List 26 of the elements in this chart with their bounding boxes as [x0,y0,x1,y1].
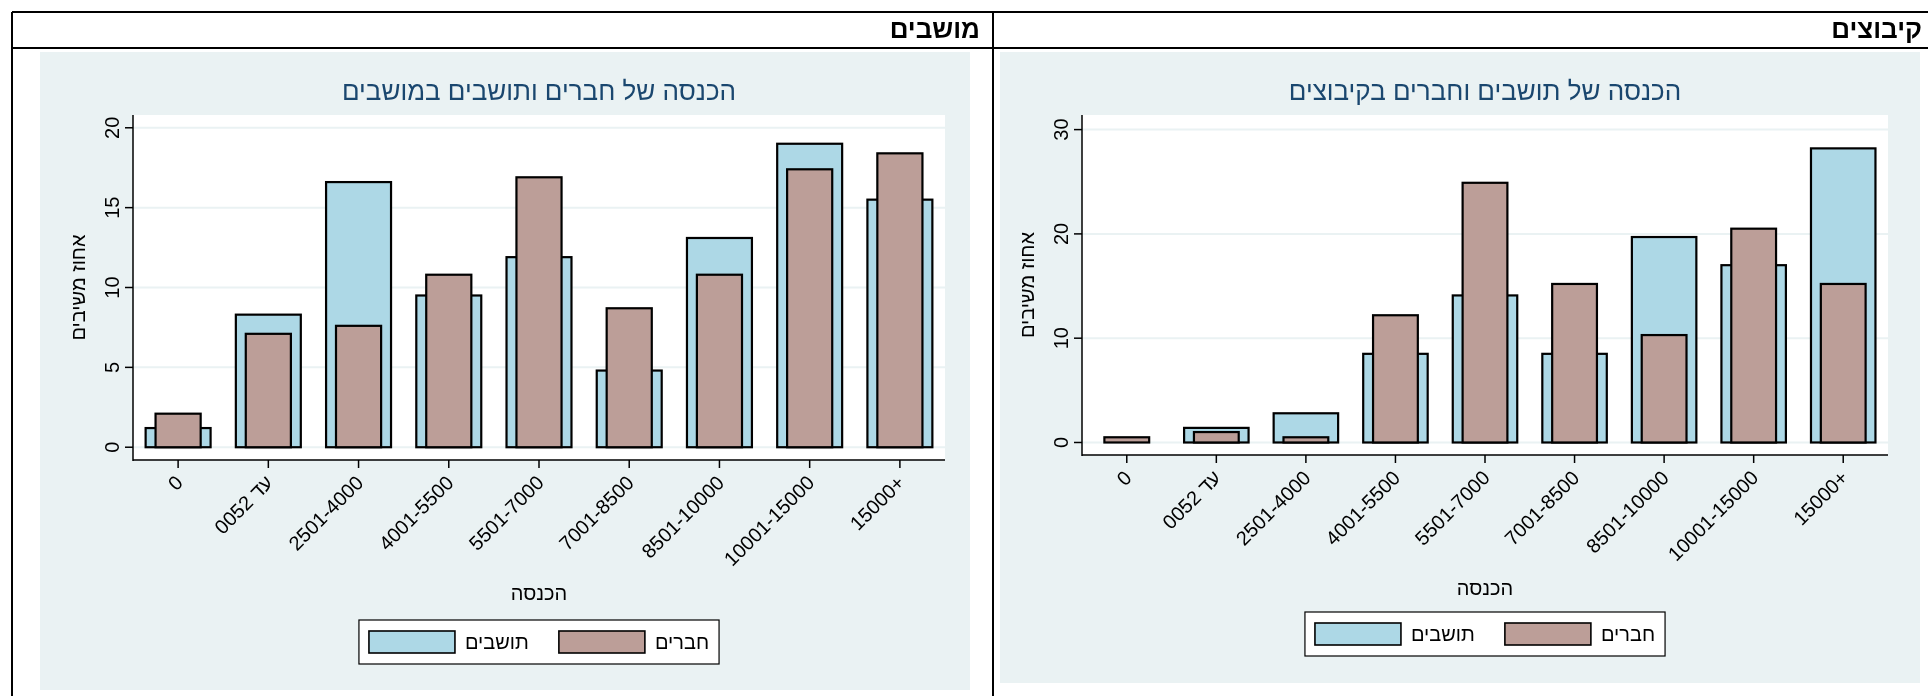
x-axis-title: הכנסה [1456,577,1514,599]
x-tick-label: עד 0052 [1158,466,1226,534]
legend-label: תושבים [464,631,529,653]
chart-subtitle: הכנסה של תושבים וחברים בקיבוצים [1288,76,1682,106]
y-tick-label: 10 [1050,327,1072,350]
bar [1103,436,1151,444]
x-tick-label: 0 [163,471,187,495]
x-axis-title: הכנסה [510,582,568,604]
x-tick-label: עד 0052 [210,471,278,539]
y-axis-title: אחוז משיבים [1016,231,1038,339]
chart-title: קיבוצים [1831,14,1922,44]
y-tick-label: 15 [101,196,123,219]
y-tick-label: 0 [101,441,123,453]
x-tick-label: 0 [1112,466,1136,490]
legend-label: תושבים [1410,623,1475,645]
legend-label: חברים [1600,623,1656,645]
y-tick-label: 30 [1050,118,1072,141]
y-axis-title: אחוז משיבים [67,233,89,341]
chart-title: מושבים [889,14,980,44]
y-tick-label: 5 [101,361,123,373]
y-tick-label: 10 [101,276,123,299]
chart-subtitle: הכנסה של חברים ותושבים במושבים [341,76,737,106]
y-tick-label: 20 [101,116,123,139]
y-tick-label: 20 [1050,222,1072,246]
y-tick-label: 0 [1050,436,1072,449]
legend-label: חברים [654,631,710,653]
